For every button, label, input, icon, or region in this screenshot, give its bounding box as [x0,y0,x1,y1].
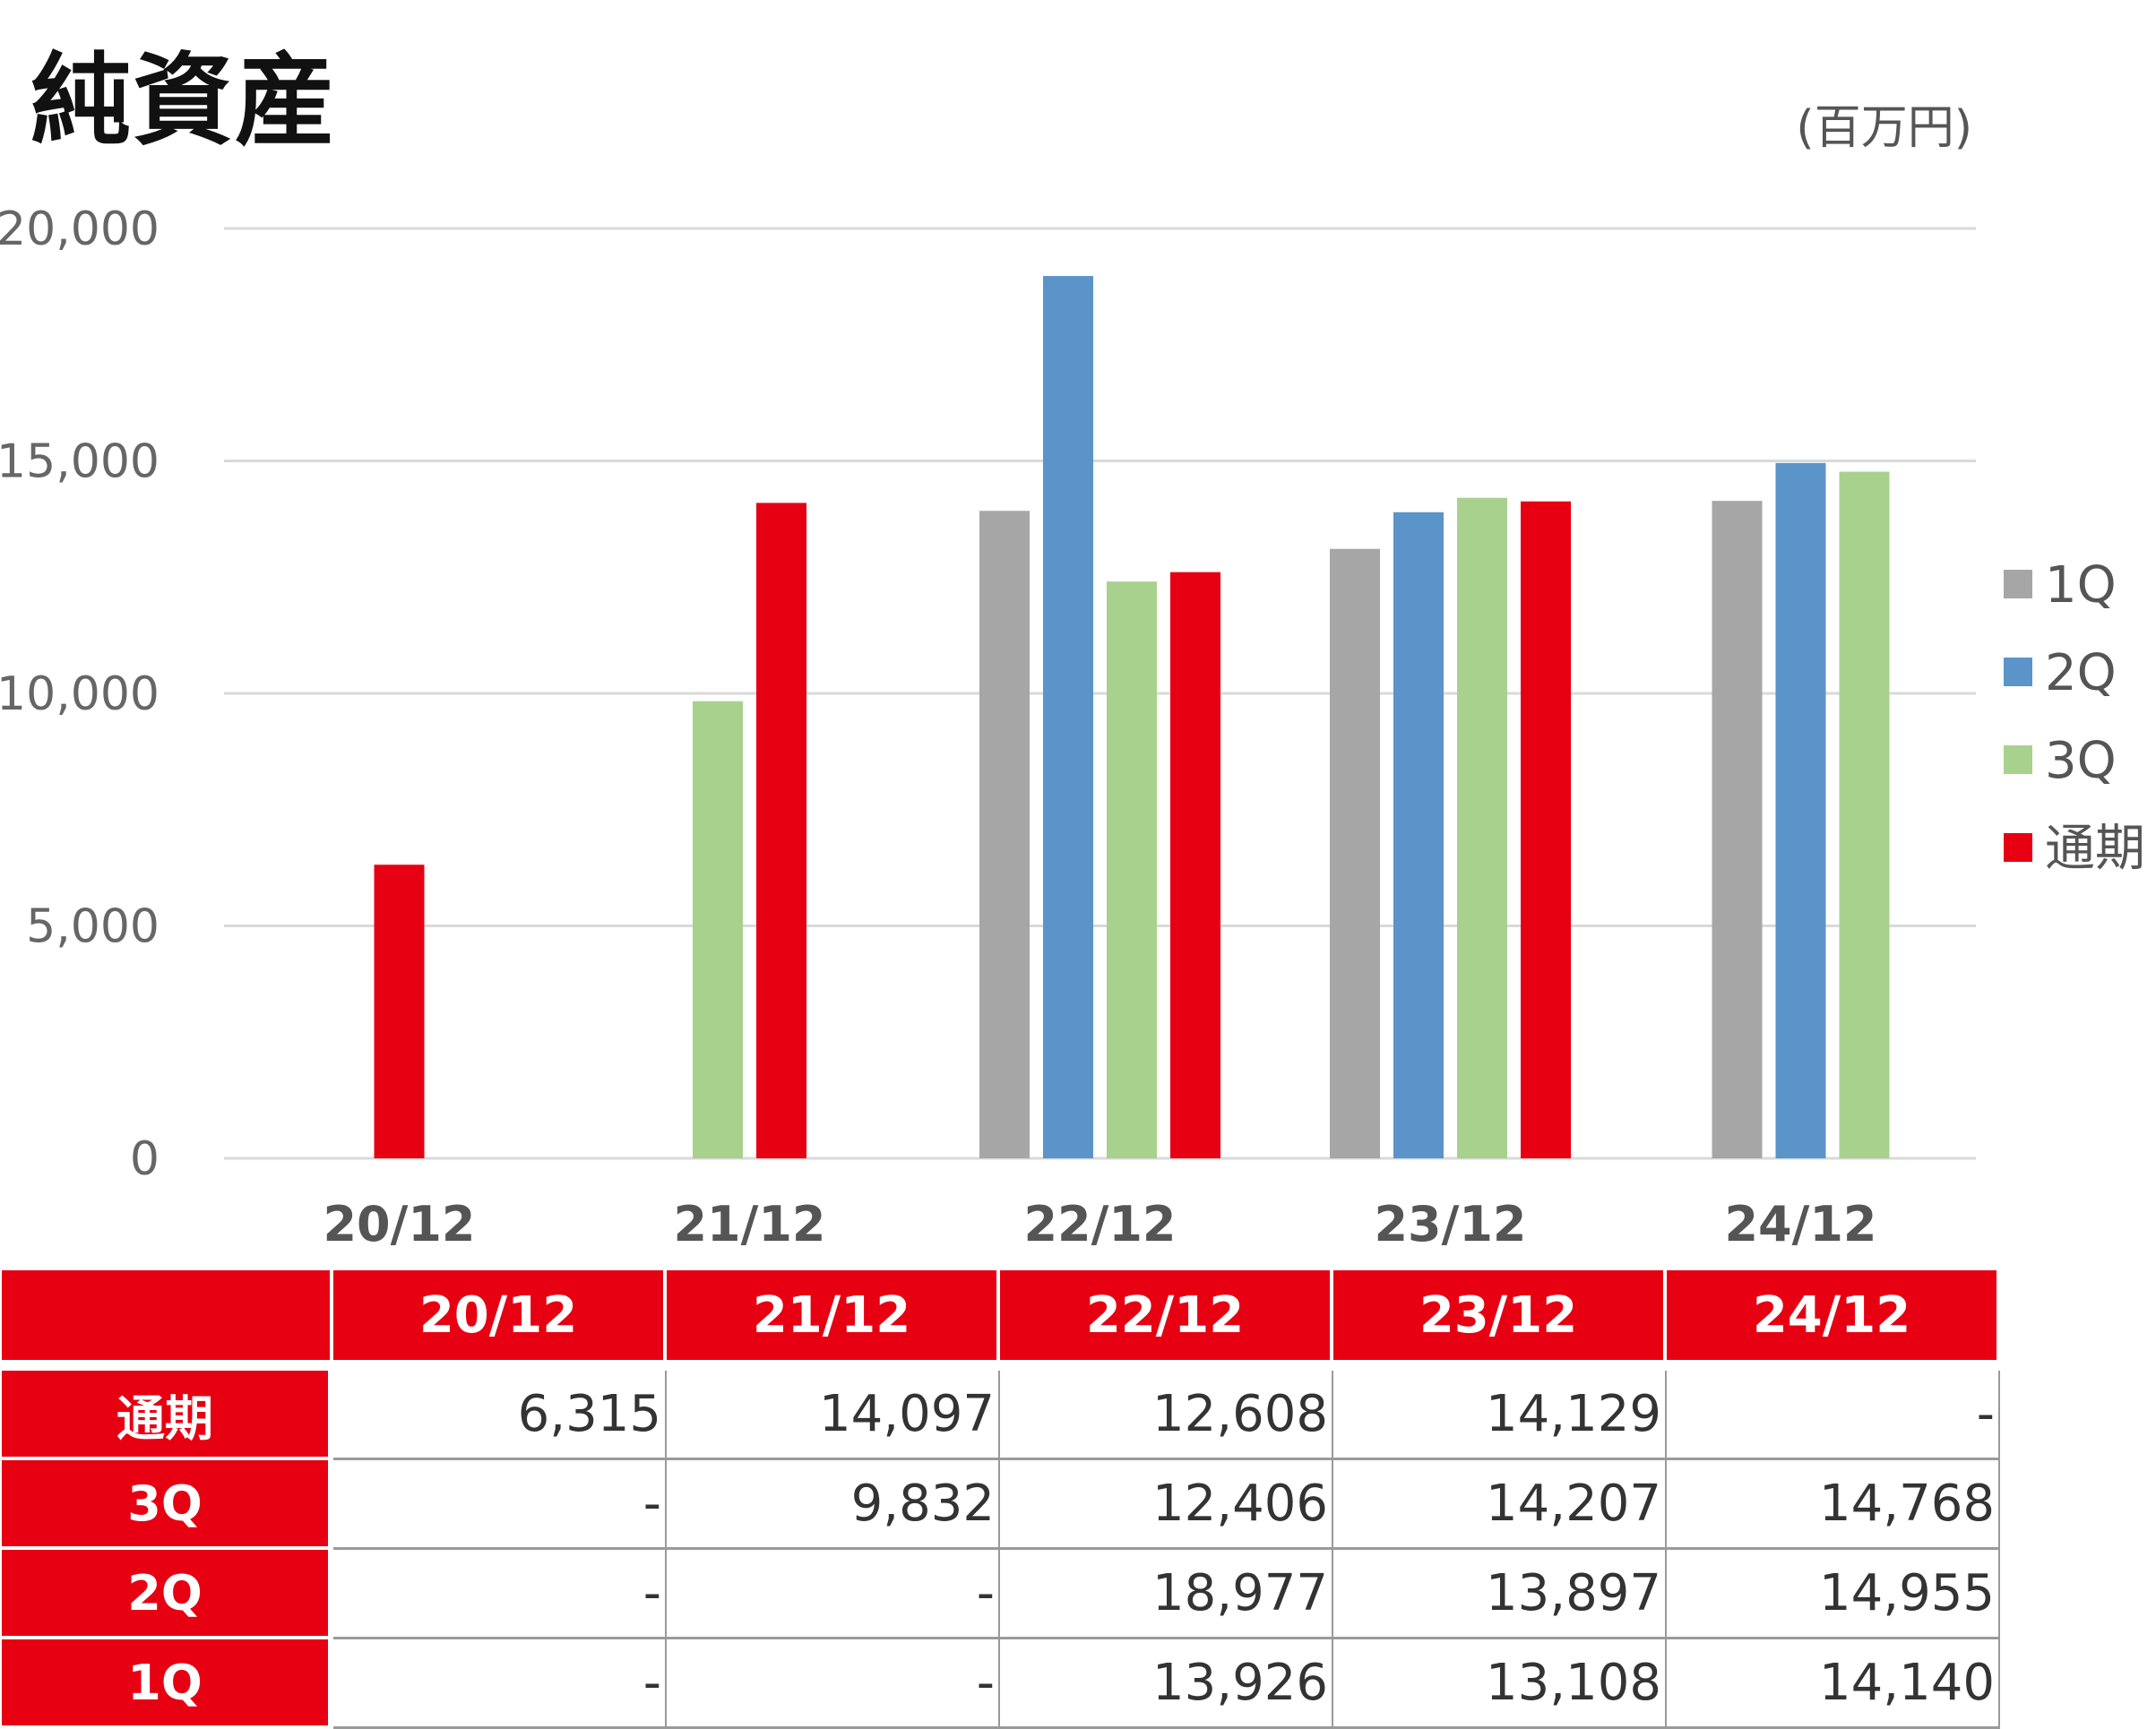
table-cell: 12,608 [1000,1371,1333,1460]
table-row-label: 2Q [2,1550,333,1639]
table-row-label: 1Q [2,1639,333,1729]
y-tick-label: 5,000 [26,900,160,954]
legend-swatch [2004,745,2032,774]
table-cell: 9,832 [667,1460,1000,1550]
table-cell: 14,097 [667,1371,1000,1460]
table-cell: 14,207 [1333,1460,1667,1550]
table-header-cell: 20/12 [333,1270,667,1371]
bar-chart: 0 5,000 10,000 15,000 20,000 20/12 21/12 22/12… [0,202,2145,1252]
bar-22-12-3Q [1107,581,1157,1158]
table-cell: 18,977 [1000,1550,1333,1639]
bar-23-12-2Q [1393,512,1444,1158]
bar-22-12-通期 [1170,572,1220,1158]
table-cell: - [667,1550,1000,1639]
table-cell: 14,140 [1667,1639,2000,1729]
table-body: 通期 6,315 14,097 12,608 14,129-3Q -9,832 12,406… [2,1371,2000,1729]
bar-20-12-通期 [374,864,425,1158]
legend-swatch [2004,570,2032,598]
table-header-row: 20/12 21/12 22/12 23/12 24/12 [2,1270,2000,1371]
table-row-label: 通期 [2,1371,333,1460]
table-cell: 14,955 [1667,1550,2000,1639]
table-cell: 13,108 [1333,1639,1667,1729]
table-row: 1Q - -13,926 13,108 14,140 [2,1639,2000,1729]
table-header-cell: 24/12 [1667,1270,2000,1371]
bar-24-12-3Q [1839,471,1890,1158]
x-tick-label: 20/12 [323,1196,475,1252]
table-cell: - [333,1639,667,1729]
table-cell: 14,768 [1667,1460,2000,1550]
bar-21-12-3Q [693,701,743,1158]
bar-22-12-1Q [979,511,1030,1158]
table-cell: - [333,1460,667,1550]
bar-21-12-通期 [756,503,806,1158]
gridlines [224,227,1976,1160]
legend-label: 通期 [2045,820,2145,878]
bar-23-12-1Q [1330,548,1380,1158]
legend: 1Q 2Q 3Q 通期 [2004,556,2145,878]
table-row: 2Q - -18,977 13,897 14,955 [2,1550,2000,1639]
x-tick-label: 23/12 [1374,1196,1526,1252]
table-header-cell: 21/12 [667,1270,1000,1371]
table-cell: 12,406 [1000,1460,1333,1550]
table-row: 3Q -9,832 12,406 14,207 14,768 [2,1460,2000,1550]
page-title: 純資産 [30,43,337,159]
table-cell: - [333,1550,667,1639]
bar-24-12-1Q [1712,501,1763,1158]
bars [374,276,1890,1158]
x-tick-label: 22/12 [1023,1196,1176,1252]
y-tick-label: 0 [130,1132,160,1186]
legend-label: 1Q [2045,556,2117,615]
bar-23-12-通期 [1521,501,1571,1158]
y-tick-label: 20,000 [0,202,160,256]
bar-22-12-2Q [1043,276,1093,1158]
y-tick-label: 15,000 [0,435,160,489]
table-cell: 14,129 [1333,1371,1667,1460]
table-header-cell: 22/12 [1000,1270,1333,1371]
table-header-cell: 23/12 [1333,1270,1667,1371]
table-cell: - [1667,1371,2000,1460]
unit-label: (百万円) [1796,101,1972,155]
bar-24-12-2Q [1775,462,1826,1158]
table-cell: 13,926 [1000,1639,1333,1729]
legend-swatch [2004,658,2032,686]
x-tick-label: 24/12 [1724,1196,1876,1252]
x-axis-ticks: 20/12 21/12 22/12 23/12 24/12 [323,1196,1876,1252]
table-cell: - [667,1639,1000,1729]
bar-23-12-3Q [1457,497,1507,1158]
legend-label: 2Q [2045,644,2117,702]
table-cell: 13,897 [1333,1550,1667,1639]
table-cell: 6,315 [333,1371,667,1460]
y-axis-ticks: 0 5,000 10,000 15,000 20,000 [0,202,160,1186]
x-tick-label: 21/12 [673,1196,825,1252]
legend-swatch [2004,833,2032,862]
table-corner-cell [2,1270,333,1371]
data-table: 20/12 21/12 22/12 23/12 24/12 通期 6,315 14,097 1… [2,1270,2000,1729]
y-tick-label: 10,000 [0,667,160,721]
legend-label: 3Q [2045,732,2117,790]
table-row-label: 3Q [2,1460,333,1550]
table-row: 通期 6,315 14,097 12,608 14,129- [2,1371,2000,1460]
